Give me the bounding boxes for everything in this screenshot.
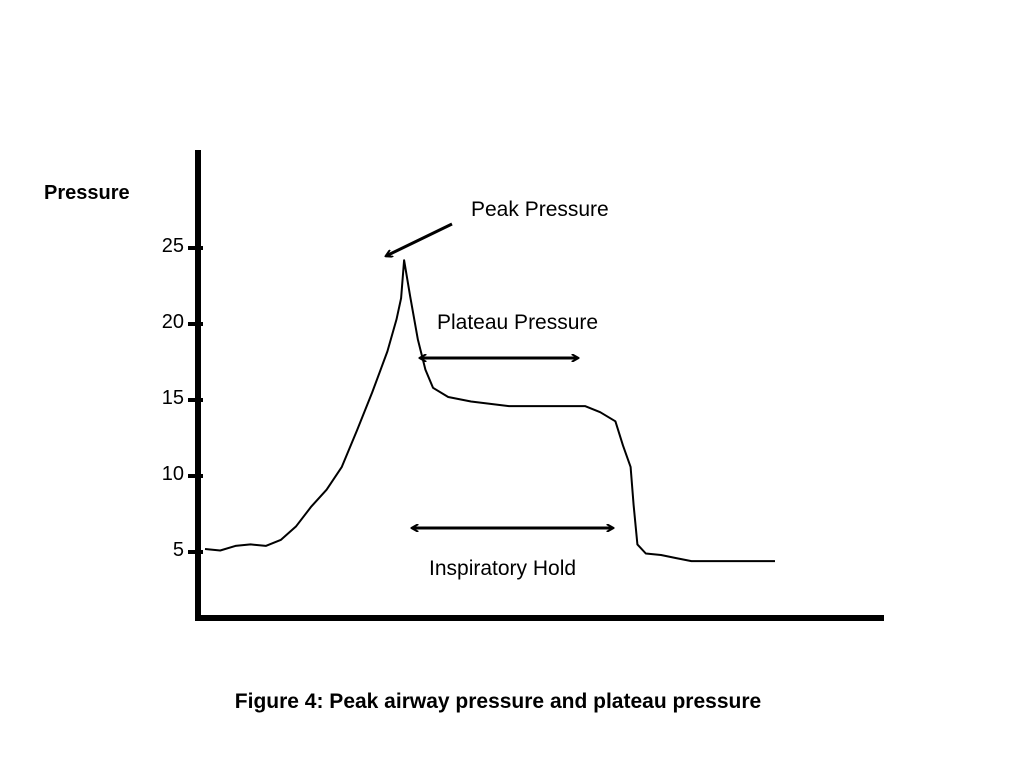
y-tick-label: 10 bbox=[162, 463, 184, 485]
figure-caption: Figure 4: Peak airway pressure and plate… bbox=[234, 690, 762, 713]
y-ticks: 5 10 15 20 25 bbox=[162, 235, 203, 561]
pressure-waveform bbox=[204, 259, 775, 563]
y-tick-label: 5 bbox=[173, 539, 184, 561]
y-tick-label: 15 bbox=[162, 387, 184, 409]
peak-arrow bbox=[386, 222, 453, 256]
inspiratory-hold-label: Inspiratory Hold bbox=[429, 557, 576, 580]
peak-pressure-label: Peak Pressure bbox=[471, 198, 609, 221]
y-tick-label: 25 bbox=[162, 235, 184, 257]
plateau-pressure-label: Plateau Pressure bbox=[437, 311, 598, 334]
y-tick-label: 20 bbox=[162, 311, 184, 333]
y-axis-label: Pressure bbox=[44, 182, 130, 204]
